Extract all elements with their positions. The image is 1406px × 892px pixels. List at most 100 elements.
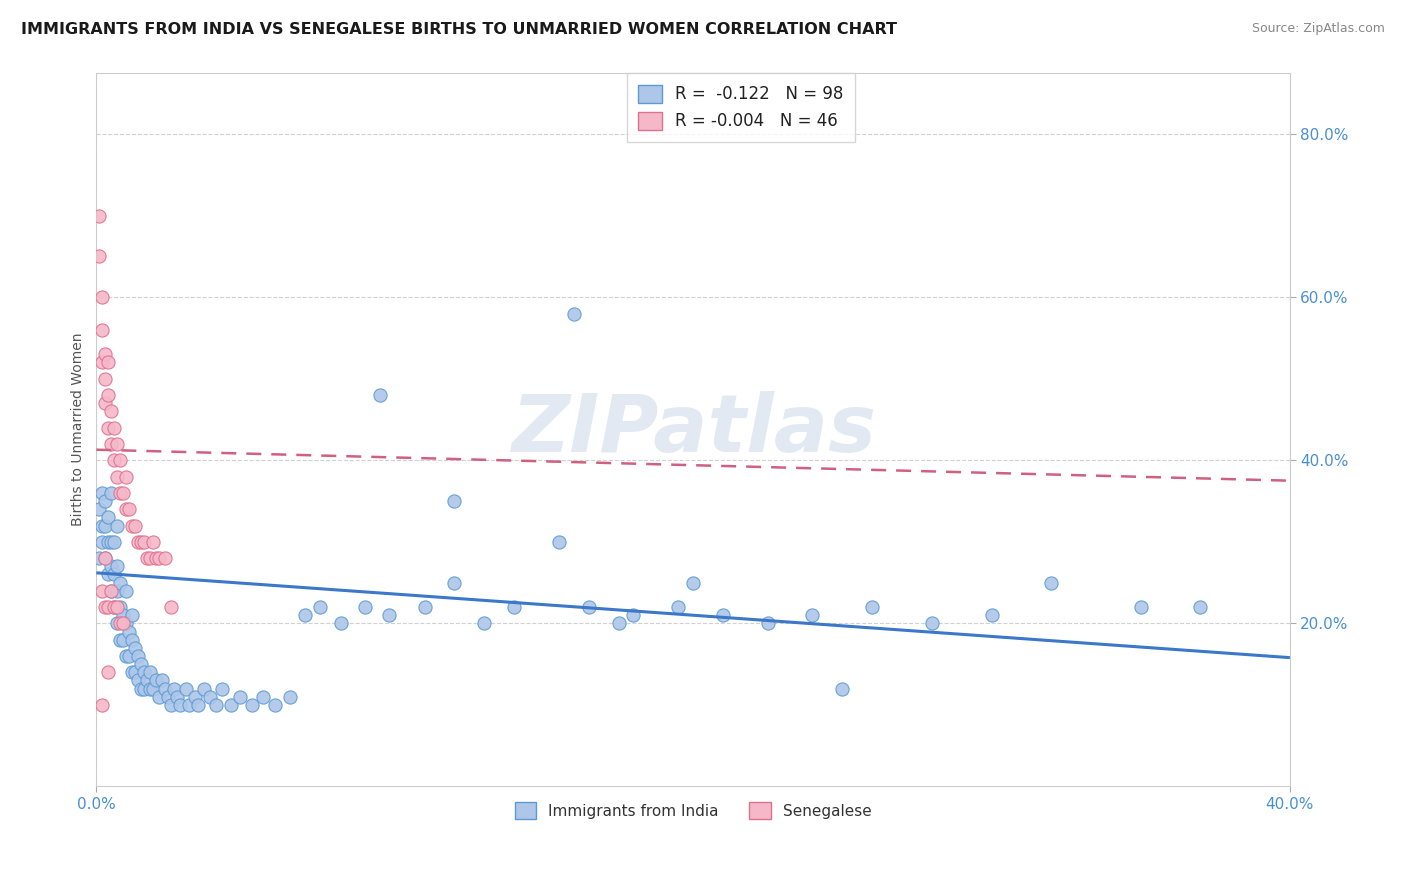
Point — [139, 665, 162, 680]
Point — [578, 600, 600, 615]
Point — [443, 575, 465, 590]
Point — [97, 388, 120, 402]
Point — [105, 518, 128, 533]
Point — [160, 600, 183, 615]
Point — [94, 396, 117, 410]
Point — [118, 502, 141, 516]
Point — [860, 600, 883, 615]
Point — [118, 648, 141, 663]
Point — [756, 616, 779, 631]
Point — [294, 608, 316, 623]
Point — [148, 551, 170, 566]
Point — [103, 420, 125, 434]
Point — [163, 681, 186, 696]
Point — [139, 681, 162, 696]
Point — [97, 567, 120, 582]
Point — [607, 616, 630, 631]
Point — [94, 551, 117, 566]
Point — [100, 583, 122, 598]
Point — [100, 486, 122, 500]
Point — [139, 551, 162, 566]
Point — [103, 453, 125, 467]
Point — [132, 681, 155, 696]
Point — [156, 690, 179, 704]
Point — [97, 534, 120, 549]
Point — [100, 559, 122, 574]
Point — [378, 608, 401, 623]
Point — [121, 518, 143, 533]
Point — [94, 494, 117, 508]
Point — [91, 355, 114, 369]
Point — [105, 437, 128, 451]
Point — [562, 306, 585, 320]
Point — [204, 698, 226, 712]
Point — [142, 681, 165, 696]
Point — [124, 518, 146, 533]
Point — [169, 698, 191, 712]
Point — [193, 681, 215, 696]
Point — [100, 534, 122, 549]
Point — [219, 698, 242, 712]
Point — [121, 632, 143, 647]
Point — [228, 690, 250, 704]
Point — [115, 616, 138, 631]
Text: Source: ZipAtlas.com: Source: ZipAtlas.com — [1251, 22, 1385, 36]
Point — [187, 698, 209, 712]
Point — [136, 551, 159, 566]
Point — [330, 616, 353, 631]
Point — [103, 534, 125, 549]
Point — [94, 347, 117, 361]
Point — [91, 323, 114, 337]
Point — [174, 681, 197, 696]
Legend: Immigrants from India, Senegalese: Immigrants from India, Senegalese — [509, 797, 877, 825]
Point — [89, 249, 111, 263]
Point — [105, 600, 128, 615]
Point — [503, 600, 526, 615]
Point — [127, 673, 149, 688]
Point — [132, 665, 155, 680]
Point — [129, 657, 152, 672]
Point — [115, 502, 138, 516]
Point — [97, 510, 120, 524]
Point — [112, 632, 135, 647]
Point — [413, 600, 436, 615]
Point — [136, 673, 159, 688]
Point — [112, 608, 135, 623]
Point — [91, 698, 114, 712]
Point — [142, 534, 165, 549]
Point — [132, 534, 155, 549]
Point — [105, 616, 128, 631]
Point — [278, 690, 301, 704]
Point — [94, 518, 117, 533]
Point — [91, 518, 114, 533]
Point — [91, 486, 114, 500]
Text: ZIPatlas: ZIPatlas — [510, 391, 876, 468]
Point — [112, 616, 135, 631]
Point — [97, 420, 120, 434]
Point — [121, 608, 143, 623]
Point — [145, 673, 167, 688]
Point — [623, 608, 645, 623]
Point — [91, 290, 114, 304]
Point — [110, 600, 132, 615]
Point — [184, 690, 207, 704]
Point — [472, 616, 495, 631]
Point — [160, 698, 183, 712]
Y-axis label: Births to Unmarried Women: Births to Unmarried Women — [72, 333, 86, 526]
Point — [105, 583, 128, 598]
Point — [110, 575, 132, 590]
Point — [118, 624, 141, 639]
Point — [115, 583, 138, 598]
Point — [666, 600, 689, 615]
Point — [252, 690, 274, 704]
Point — [110, 616, 132, 631]
Point — [100, 583, 122, 598]
Point — [153, 681, 176, 696]
Point — [801, 608, 824, 623]
Point — [127, 534, 149, 549]
Point — [1189, 600, 1212, 615]
Point — [1129, 600, 1152, 615]
Point — [97, 665, 120, 680]
Point — [103, 600, 125, 615]
Point — [166, 690, 188, 704]
